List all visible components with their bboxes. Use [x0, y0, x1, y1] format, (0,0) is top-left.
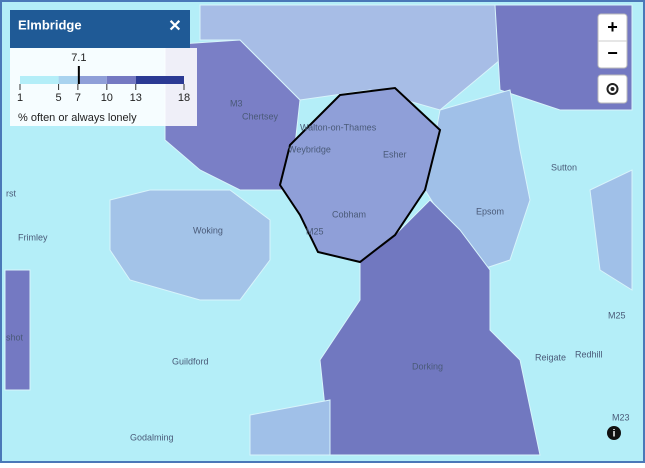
legend-tick-label: 10 — [101, 92, 113, 104]
region — [589, 169, 633, 291]
place-label: Cobham — [332, 209, 366, 219]
regions — [4, 4, 633, 456]
place-label: Woking — [193, 225, 223, 235]
zoom-in[interactable]: + — [607, 17, 618, 37]
place-label: Dorking — [412, 361, 443, 371]
legend-swatch — [77, 76, 107, 84]
place-label: Frimley — [18, 232, 48, 242]
place-label: Walton-on-Thames — [300, 122, 377, 132]
legend-tick-label: 5 — [56, 92, 62, 104]
legend-tick-label: 18 — [178, 92, 190, 104]
legend-tick-label: 7 — [75, 92, 81, 104]
place-label: Chertsey — [242, 111, 279, 121]
close-button[interactable]: ✕ — [168, 18, 181, 35]
title-bar — [10, 10, 190, 48]
zoom-out[interactable]: − — [607, 43, 618, 63]
place-labels: Chertsey Walton-on-Thames Weybridge Eshe… — [6, 98, 630, 442]
place-label: M3 — [230, 98, 243, 108]
legend-background — [10, 48, 197, 126]
place-label: M25 — [306, 226, 324, 236]
legend-panel: Elmbridge ✕ % often or always lonely 1 5 7… — [10, 10, 197, 126]
legend-swatch — [135, 76, 184, 84]
area-title: Elmbridge — [18, 17, 82, 32]
place-label: shot — [6, 332, 24, 342]
region — [319, 199, 541, 456]
legend-label: % often or always lonely — [18, 112, 137, 124]
info-button[interactable] — [607, 426, 621, 440]
place-label: Redhill — [575, 349, 603, 359]
map-controls: + − i — [597, 13, 628, 440]
locate-icon — [606, 83, 619, 95]
place-label: M25 — [608, 310, 626, 320]
region — [164, 39, 301, 191]
legend-swatch — [58, 76, 78, 84]
legend-swatch — [20, 76, 59, 84]
locate-icon-dot — [610, 87, 615, 91]
place-label: M23 — [612, 412, 630, 422]
place-label: rst — [6, 188, 16, 198]
place-label: Guildford — [172, 356, 209, 366]
value-label: 7.1 — [71, 52, 86, 64]
place-label: Weybridge — [288, 144, 331, 154]
place-label: Esher — [383, 149, 407, 159]
legend-swatch — [106, 76, 136, 84]
place-label: Godalming — [130, 432, 174, 442]
info-icon: i — [613, 429, 616, 440]
region — [4, 269, 31, 391]
legend-tick-label: 13 — [130, 92, 142, 104]
legend-tick-label: 1 — [17, 92, 23, 104]
place-label: Reigate — [535, 352, 566, 362]
region — [249, 399, 331, 456]
place-label: Sutton — [551, 162, 577, 172]
selected-region[interactable] — [278, 86, 442, 264]
place-label: Epsom — [476, 206, 504, 216]
region — [109, 189, 271, 301]
